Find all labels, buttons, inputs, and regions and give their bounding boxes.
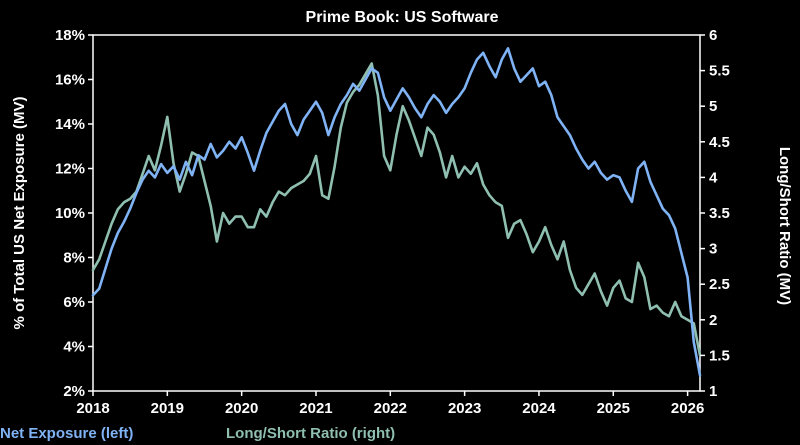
left-tick-label: 18%	[55, 27, 85, 44]
x-tick-label: 2021	[299, 400, 332, 417]
right-tick-label: 5.5	[709, 63, 730, 80]
left-axis-ticks: 18% 16% 14% 12% 10% 8% 6% 4% 2%	[55, 27, 93, 400]
series-layer	[91, 47, 702, 377]
legend-long-short-ratio: Long/Short Ratio (right)	[226, 425, 395, 442]
plot-border	[92, 34, 701, 392]
left-tick-label: 2%	[63, 383, 85, 400]
right-tick-label: 3.5	[709, 205, 730, 222]
x-axis-ticks: 2018 2019 2020 2021 2022 2023 2024 2025 2026	[76, 391, 704, 417]
x-tick-label: 2019	[151, 400, 184, 417]
x-tick-label: 2024	[522, 400, 556, 417]
right-tick-label: 3	[709, 241, 717, 258]
left-tick-label: 12%	[55, 161, 85, 178]
x-tick-label: 2026	[671, 400, 704, 417]
left-tick-label: 6%	[63, 294, 85, 311]
series-long-short-line	[91, 62, 702, 357]
right-tick-label: 2	[709, 312, 717, 329]
right-tick-label: 1.5	[709, 347, 730, 364]
legend-net-exposure: Net Exposure (left)	[0, 425, 133, 442]
left-tick-label: 4%	[63, 339, 85, 356]
right-axis-ticks: 6 5.5 5 4.5 4 3.5 3 2.5 2 1.5 1	[700, 27, 730, 400]
right-axis-label: Long/Short Ratio (MV)	[776, 147, 793, 305]
right-tick-label: 4.5	[709, 134, 730, 151]
x-tick-label: 2023	[448, 400, 481, 417]
right-tick-label: 2.5	[709, 276, 730, 293]
right-tick-label: 6	[709, 27, 717, 44]
left-tick-label: 16%	[55, 72, 85, 89]
left-tick-label: 14%	[55, 116, 85, 133]
left-axis-label: % of Total US Net Exposure (MV)	[11, 96, 28, 329]
plot-frame	[92, 34, 701, 392]
series-net-exposure-line	[91, 47, 702, 377]
x-tick-label: 2018	[76, 400, 109, 417]
right-tick-label: 5	[709, 98, 717, 115]
right-tick-label: 1	[709, 383, 717, 400]
left-tick-label: 10%	[55, 205, 85, 222]
x-tick-label: 2022	[374, 400, 407, 417]
chart-title: Prime Book: US Software	[306, 9, 499, 26]
x-tick-label: 2020	[225, 400, 258, 417]
left-tick-label: 8%	[63, 250, 85, 267]
right-tick-label: 4	[709, 169, 718, 186]
x-tick-label: 2025	[597, 400, 630, 417]
